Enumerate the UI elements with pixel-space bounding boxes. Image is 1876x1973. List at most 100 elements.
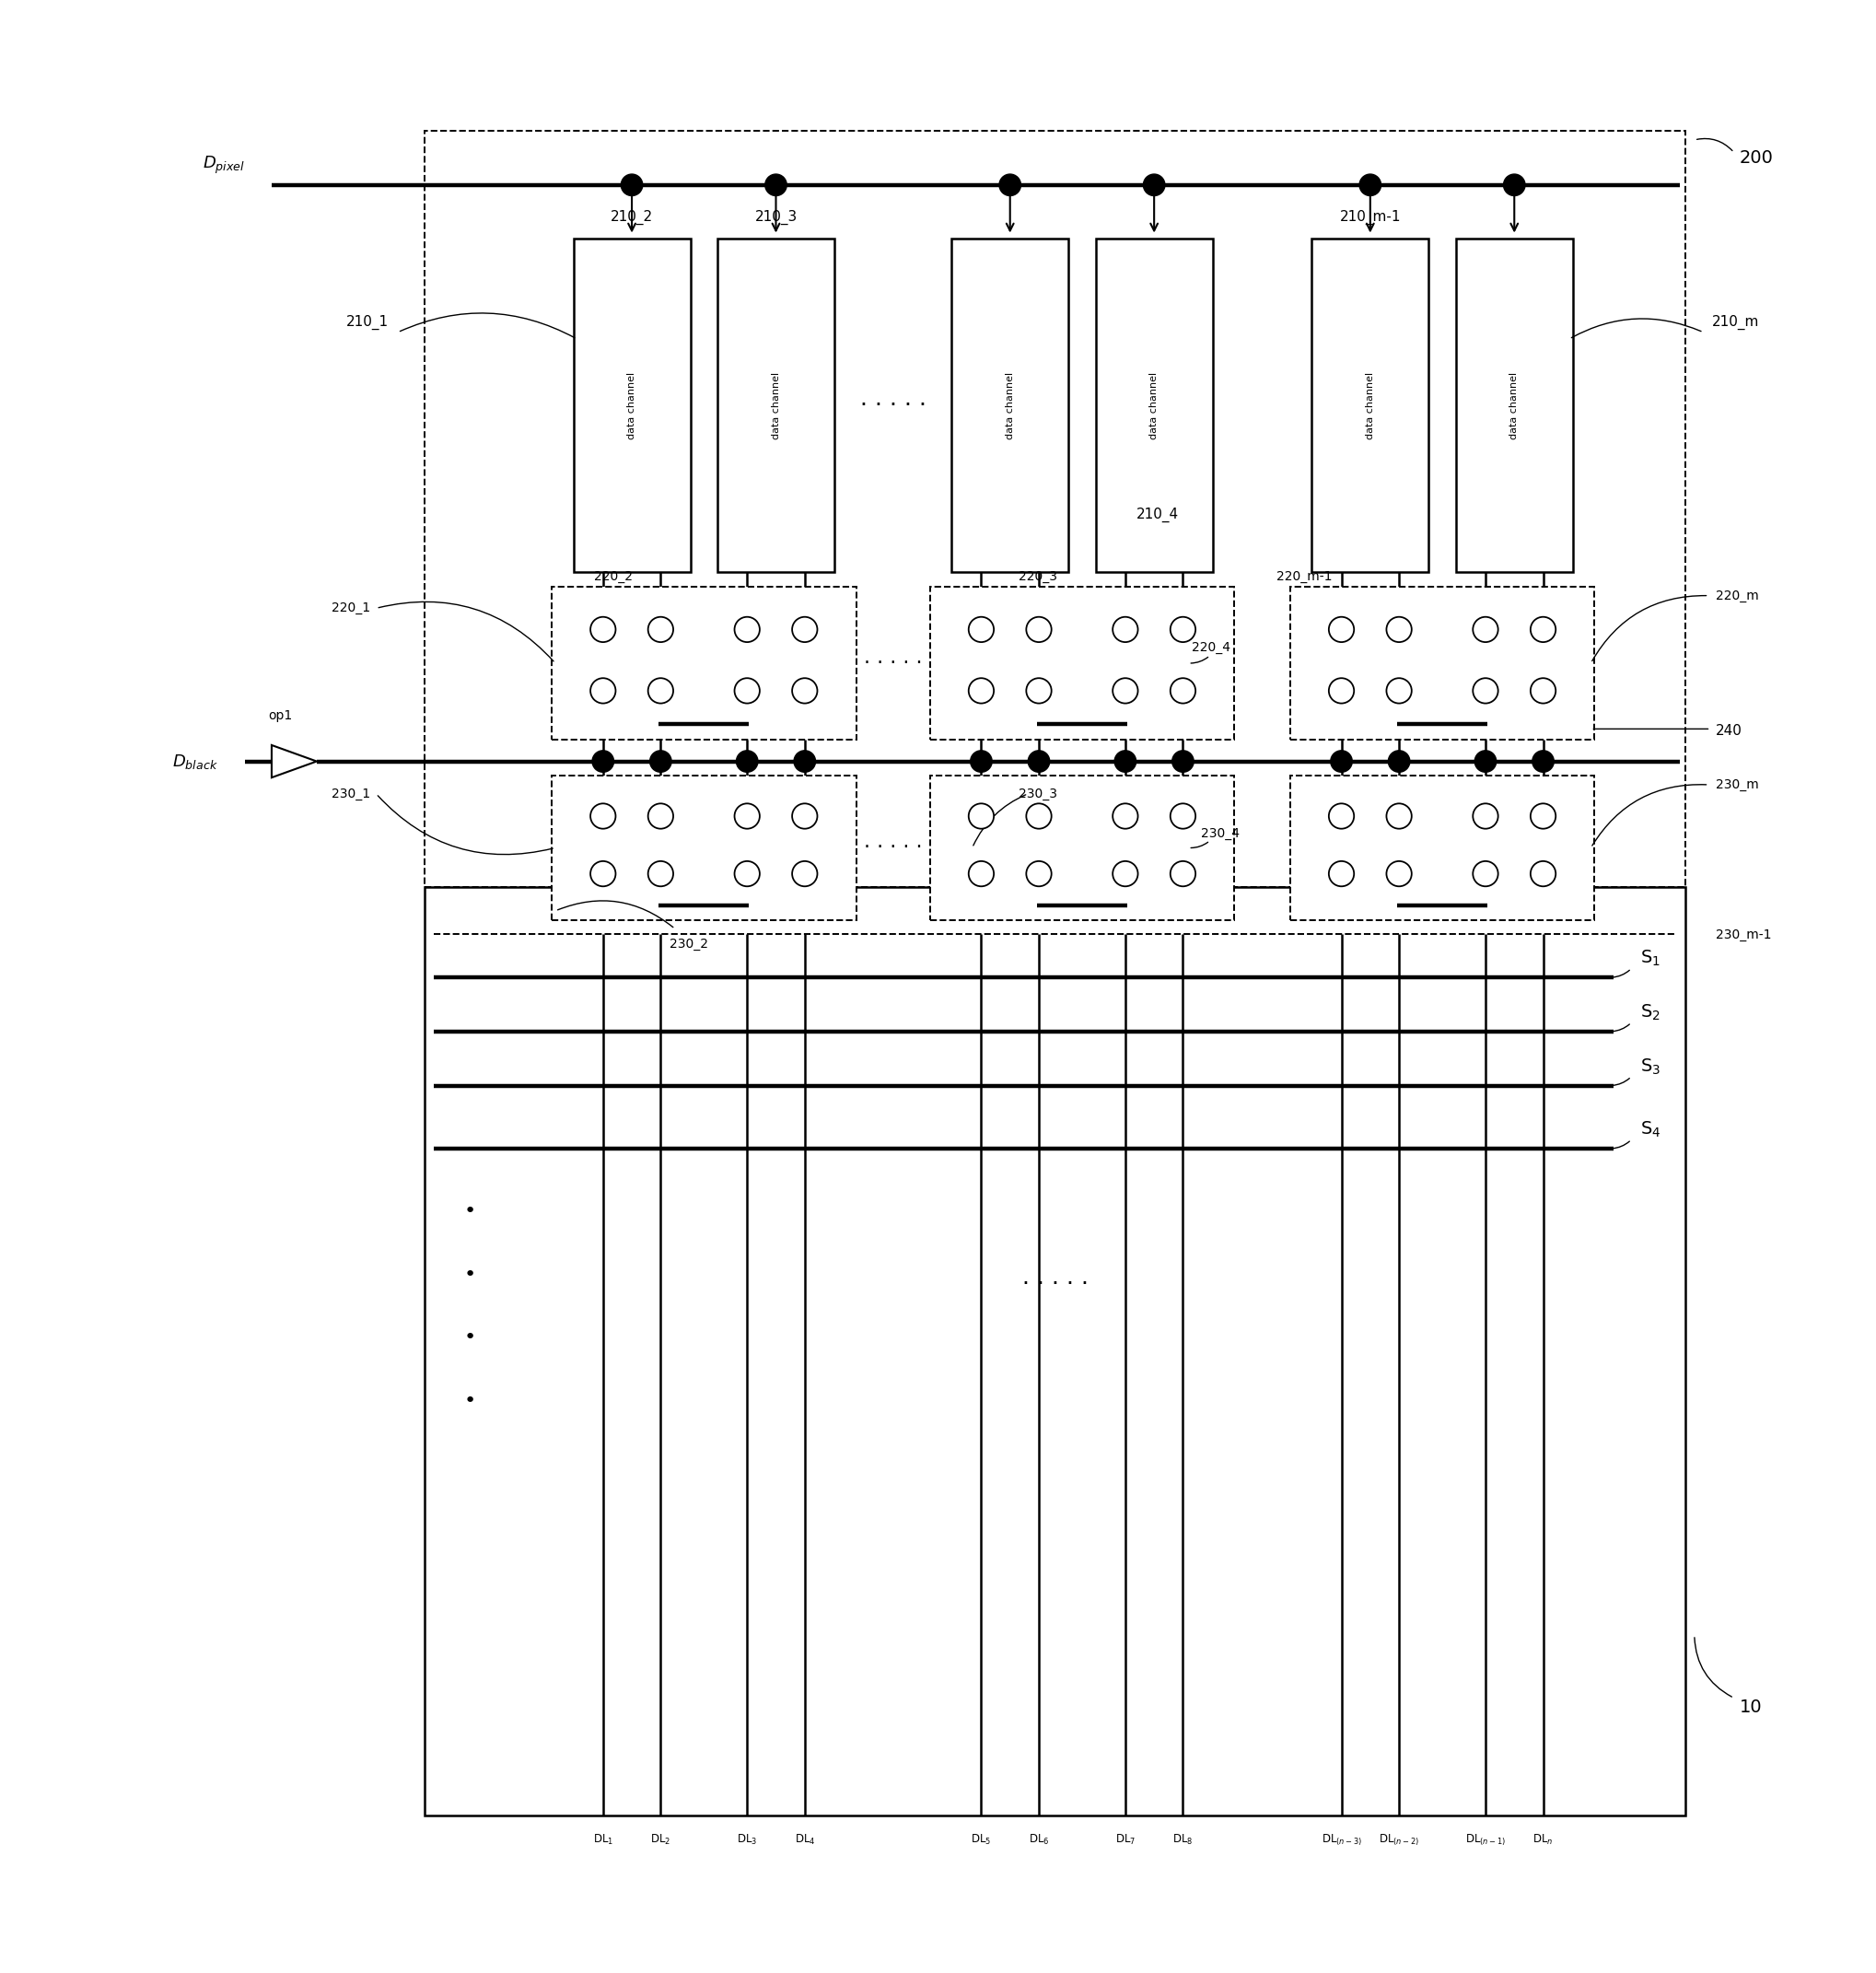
Circle shape (1328, 860, 1354, 886)
Circle shape (1112, 803, 1139, 829)
Circle shape (1330, 750, 1353, 771)
Text: · · · · ·: · · · · · (1022, 1273, 1088, 1294)
Circle shape (1142, 174, 1165, 195)
Text: DL$_7$: DL$_7$ (1114, 1833, 1135, 1847)
Circle shape (1112, 860, 1139, 886)
Circle shape (1112, 679, 1139, 702)
Circle shape (1531, 803, 1555, 829)
Bar (951, 239, 1069, 572)
Circle shape (968, 618, 994, 641)
Text: data channel: data channel (1366, 373, 1375, 440)
Text: 210_1: 210_1 (347, 316, 388, 329)
Circle shape (970, 750, 992, 771)
Bar (424, 130, 1685, 888)
Text: DL$_3$: DL$_3$ (737, 1833, 758, 1847)
Circle shape (1503, 174, 1525, 195)
Text: 10: 10 (1739, 1699, 1762, 1717)
Text: 230_1: 230_1 (332, 787, 371, 801)
Bar (930, 775, 1234, 919)
Circle shape (968, 679, 994, 702)
Text: data channel: data channel (1510, 373, 1520, 440)
Text: 220_4: 220_4 (1191, 641, 1231, 655)
Circle shape (1028, 750, 1051, 771)
Circle shape (1171, 860, 1195, 886)
Text: •: • (463, 1265, 477, 1284)
Circle shape (792, 618, 818, 641)
Circle shape (1473, 860, 1499, 886)
Bar (1456, 239, 1572, 572)
Text: •: • (463, 1328, 477, 1348)
Text: data channel: data channel (1150, 373, 1159, 440)
Text: 230_m-1: 230_m-1 (1717, 929, 1771, 941)
Text: op1: op1 (268, 708, 293, 722)
Circle shape (647, 860, 673, 886)
Text: S$_2$: S$_2$ (1640, 1002, 1660, 1022)
Circle shape (621, 174, 643, 195)
Text: $D_{black}$: $D_{black}$ (173, 752, 218, 771)
Text: data channel: data channel (1006, 373, 1015, 440)
Circle shape (735, 803, 760, 829)
Text: 210_2: 210_2 (610, 209, 653, 225)
Bar (1291, 775, 1595, 919)
Text: •: • (463, 1202, 477, 1221)
Circle shape (1473, 803, 1499, 829)
Bar (574, 239, 690, 572)
Bar (1096, 239, 1212, 572)
Text: · · · · ·: · · · · · (863, 839, 923, 856)
Circle shape (1172, 750, 1193, 771)
Bar (424, 888, 1685, 1815)
Circle shape (1360, 174, 1381, 195)
Text: · · · · ·: · · · · · (863, 653, 923, 673)
Text: DL$_2$: DL$_2$ (651, 1833, 672, 1847)
Text: 210_m-1: 210_m-1 (1339, 209, 1401, 225)
Text: 210_3: 210_3 (754, 209, 797, 225)
Text: 230_4: 230_4 (1201, 827, 1240, 840)
Bar (1291, 586, 1595, 740)
Text: S$_3$: S$_3$ (1640, 1058, 1660, 1077)
Circle shape (794, 750, 816, 771)
Text: DL$_{(n-1)}$: DL$_{(n-1)}$ (1465, 1833, 1506, 1849)
Circle shape (765, 174, 786, 195)
Circle shape (1171, 679, 1195, 702)
Circle shape (1026, 679, 1051, 702)
Text: S$_4$: S$_4$ (1640, 1121, 1660, 1140)
Text: · · · · ·: · · · · · (859, 395, 927, 416)
Text: DL$_6$: DL$_6$ (1028, 1833, 1049, 1847)
Circle shape (647, 679, 673, 702)
Circle shape (591, 860, 615, 886)
Circle shape (1531, 860, 1555, 886)
Circle shape (968, 860, 994, 886)
Text: DL$_n$: DL$_n$ (1533, 1833, 1553, 1847)
Text: 230_3: 230_3 (1019, 787, 1058, 801)
Circle shape (1328, 803, 1354, 829)
Circle shape (1026, 860, 1051, 886)
Circle shape (1112, 618, 1139, 641)
Circle shape (735, 679, 760, 702)
Circle shape (1531, 679, 1555, 702)
Circle shape (1533, 750, 1553, 771)
Text: 230_m: 230_m (1717, 777, 1760, 791)
Text: 230_2: 230_2 (670, 937, 709, 951)
Text: 220_1: 220_1 (332, 602, 371, 616)
Circle shape (1386, 679, 1411, 702)
Text: 220_2: 220_2 (595, 570, 632, 584)
Bar (552, 775, 855, 919)
Circle shape (647, 803, 673, 829)
Circle shape (1114, 750, 1137, 771)
Circle shape (1171, 618, 1195, 641)
Bar (552, 586, 855, 740)
Circle shape (1328, 618, 1354, 641)
Circle shape (792, 803, 818, 829)
Circle shape (735, 618, 760, 641)
Circle shape (1386, 860, 1411, 886)
Text: $D_{pixel}$: $D_{pixel}$ (203, 154, 244, 176)
Circle shape (735, 860, 760, 886)
Bar (930, 586, 1234, 740)
Circle shape (1531, 618, 1555, 641)
Text: DL$_{(n-3)}$: DL$_{(n-3)}$ (1321, 1833, 1362, 1849)
Circle shape (649, 750, 672, 771)
Circle shape (792, 860, 818, 886)
Bar (1311, 239, 1430, 572)
Text: 210_4: 210_4 (1137, 507, 1178, 523)
Circle shape (593, 750, 613, 771)
